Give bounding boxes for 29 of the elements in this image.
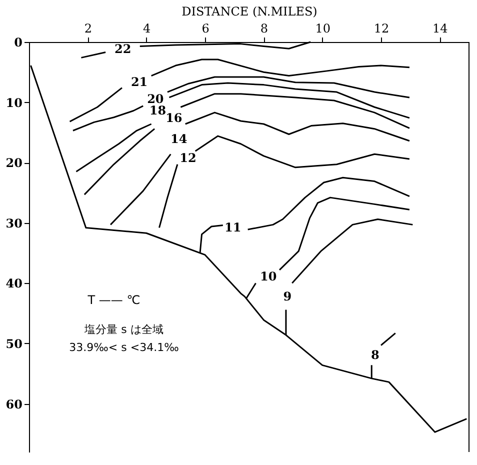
annotation: T —— ℃ — [86, 293, 140, 307]
x-tick-label: 6 — [202, 22, 210, 36]
series-label: 10 — [260, 270, 277, 284]
y-tick-label: 50 — [6, 336, 22, 351]
x-tick-label: 10 — [315, 22, 330, 36]
y-tick-label: 10 — [6, 96, 22, 110]
y-tick-label: 40 — [6, 276, 22, 291]
y-tick-label: 60 — [6, 397, 22, 412]
series-label: 11 — [224, 220, 242, 234]
series-label: 16 — [166, 110, 182, 125]
y-tick-label: 20 — [6, 156, 22, 170]
annotation: 33.9‰< s <34.1‰ — [69, 341, 180, 354]
series-label: 14 — [170, 132, 188, 146]
annotation: 塩分量 s は全域 — [84, 323, 164, 336]
y-tick-label: 0 — [14, 36, 22, 50]
series-label: 12 — [180, 150, 196, 165]
x-tick-label: 14 — [432, 22, 448, 36]
series-label: 22 — [114, 42, 132, 56]
y-tick-label: 30 — [6, 216, 22, 230]
x-tick-label: 4 — [143, 22, 152, 36]
series-label: 18 — [149, 104, 166, 118]
x-axis-title: DISTANCE (N.MILES) — [182, 4, 318, 18]
series-label: 21 — [130, 74, 148, 89]
series-label: 9 — [283, 289, 292, 304]
series-label: 8 — [370, 348, 380, 362]
x-tick-label: 12 — [374, 22, 390, 36]
x-tick-label: 8 — [260, 22, 268, 36]
x-tick-label: 2 — [84, 22, 92, 36]
series-label: 20 — [147, 92, 164, 106]
